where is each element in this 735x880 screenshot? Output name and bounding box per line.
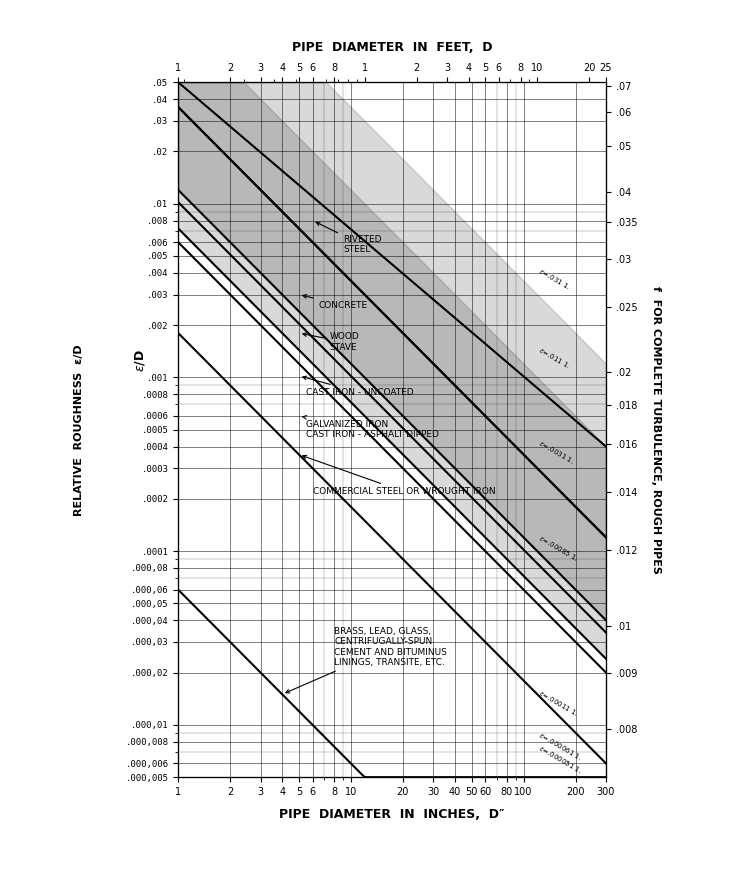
- Text: $\varepsilon$/D: $\varepsilon$/D: [133, 348, 147, 371]
- Text: $\varepsilon$=.031 1.: $\varepsilon$=.031 1.: [537, 267, 573, 292]
- Text: GALVANIZED IRON
CAST IRON - ASPHALT DIPPED: GALVANIZED IRON CAST IRON - ASPHALT DIPP…: [303, 415, 439, 439]
- X-axis label: PIPE  DIAMETER  IN  FEET,  D: PIPE DIAMETER IN FEET, D: [292, 41, 492, 55]
- Text: WOOD
STAVE: WOOD STAVE: [303, 333, 359, 352]
- Text: $\varepsilon$=.0031 1.: $\varepsilon$=.0031 1.: [537, 438, 576, 466]
- Text: $\varepsilon$=.011 1.: $\varepsilon$=.011 1.: [537, 345, 573, 370]
- Text: RIVETED
STEEL: RIVETED STEEL: [316, 223, 381, 254]
- Text: $\varepsilon$=.00011 1.: $\varepsilon$=.00011 1.: [537, 688, 580, 718]
- X-axis label: PIPE  DIAMETER  IN  INCHES,  D″: PIPE DIAMETER IN INCHES, D″: [279, 808, 505, 821]
- Text: CAST IRON - UNCOATED: CAST IRON - UNCOATED: [303, 376, 414, 397]
- Text: $\varepsilon$=.000061 1.: $\varepsilon$=.000061 1.: [537, 730, 584, 762]
- Y-axis label: f  FOR COMPLETE TURBULENCE, ROUGH PIPES: f FOR COMPLETE TURBULENCE, ROUGH PIPES: [651, 286, 662, 574]
- Text: BRASS, LEAD, GLASS,
CENTRIFUGALLY-SPUN
CEMENT AND BITUMINUS
LININGS, TRANSITE, E: BRASS, LEAD, GLASS, CENTRIFUGALLY-SPUN C…: [286, 627, 447, 693]
- Text: $\varepsilon$=.00085 1.: $\varepsilon$=.00085 1.: [537, 533, 580, 563]
- Text: CONCRETE: CONCRETE: [303, 295, 368, 310]
- Text: COMMERCIAL STEEL OR WROUGHT IRON: COMMERCIAL STEEL OR WROUGHT IRON: [303, 455, 495, 496]
- Y-axis label: RELATIVE  ROUGHNESS  ε/D: RELATIVE ROUGHNESS ε/D: [74, 344, 84, 516]
- Text: $\varepsilon$=.000051 1.: $\varepsilon$=.000051 1.: [537, 744, 584, 775]
